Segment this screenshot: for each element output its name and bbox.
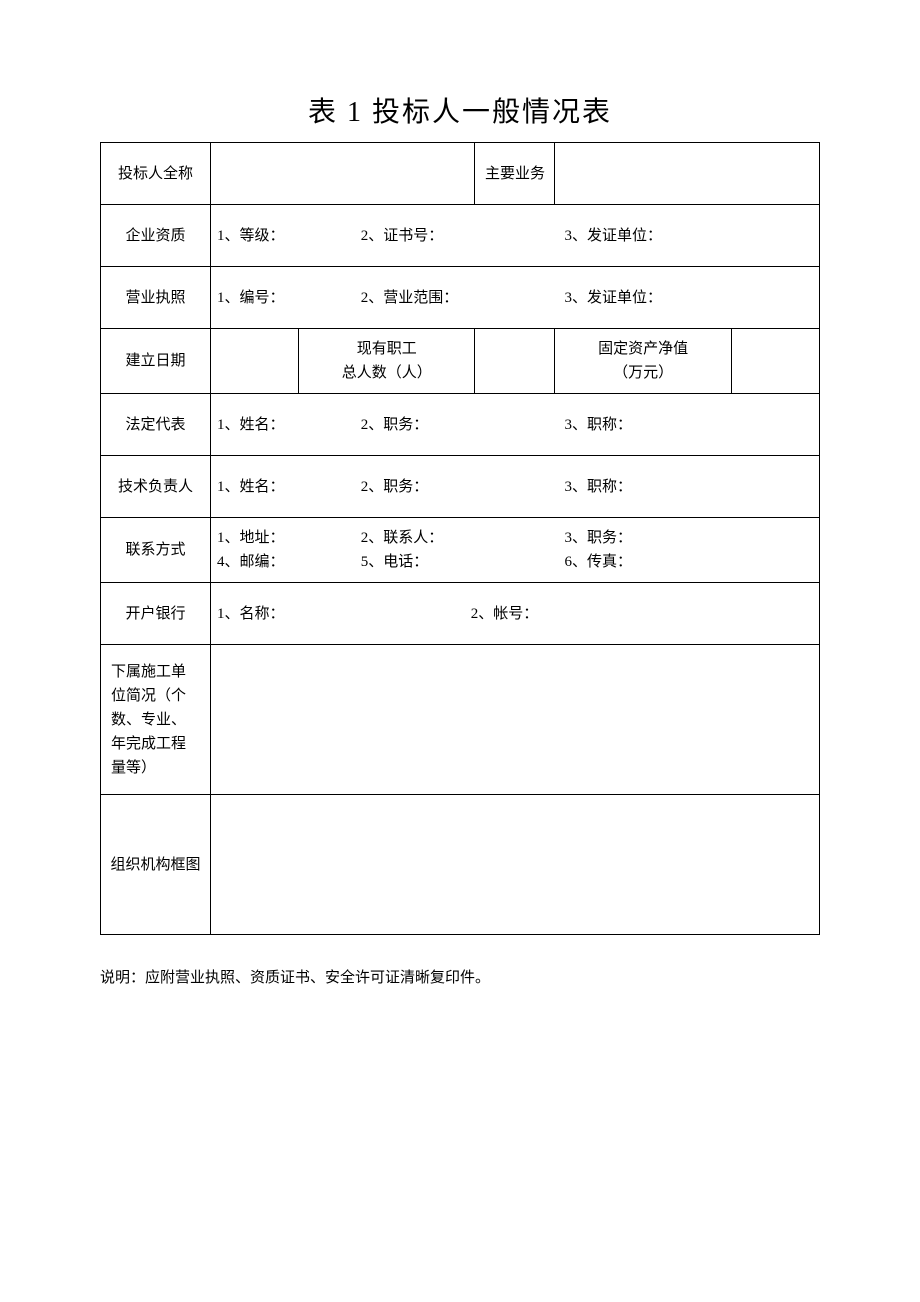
label-legal-rep: 法定代表 (101, 394, 211, 456)
bank-account: 2、帐号： (471, 602, 539, 626)
rep-position: 2、职务： (361, 413, 561, 437)
value-legal-rep: 1、姓名： 2、职务： 3、职称： (211, 394, 820, 456)
contact-addr: 1、地址： (217, 526, 357, 550)
tech-title: 3、职称： (565, 475, 705, 499)
label-bank: 开户银行 (101, 583, 211, 645)
contact-position: 3、职务： (565, 526, 705, 550)
qual-issuer: 3、发证单位： (565, 224, 705, 248)
page-title: 表 1 投标人一般情况表 (100, 90, 820, 130)
value-fixed-assets (731, 329, 819, 394)
lic-number: 1、编号： (217, 286, 357, 310)
rep-name: 1、姓名： (217, 413, 357, 437)
label-org-chart: 组织机构框图 (101, 795, 211, 935)
contact-phone: 5、电话： (361, 550, 561, 574)
label-staff-count: 现有职工 总人数（人） (299, 329, 475, 394)
label-tech-lead: 技术负责人 (101, 456, 211, 518)
footnote: 说明：应附营业执照、资质证书、安全许可证清晰复印件。 (100, 965, 820, 992)
value-staff-count (475, 329, 555, 394)
lic-issuer: 3、发证单位： (565, 286, 705, 310)
value-tech-lead: 1、姓名： 2、职务： 3、职称： (211, 456, 820, 518)
label-sub-units: 下属施工单位简况（个数、专业、年完成工程量等） (101, 645, 211, 795)
bank-name: 1、名称： (217, 602, 467, 626)
value-establish-date (211, 329, 299, 394)
contact-zip: 4、邮编： (217, 550, 357, 574)
label-full-name: 投标人全称 (101, 143, 211, 205)
label-enterprise-qual: 企业资质 (101, 205, 211, 267)
rep-title: 3、职称： (565, 413, 705, 437)
qual-cert: 2、证书号： (361, 224, 561, 248)
tech-position: 2、职务： (361, 475, 561, 499)
label-fixed-assets: 固定资产净值 （万元） (555, 329, 731, 394)
value-enterprise-qual: 1、等级： 2、证书号： 3、发证单位： (211, 205, 820, 267)
bidder-info-table: 投标人全称 主要业务 企业资质 1、等级： 2、证书号： 3、发证单位： 营业执… (100, 142, 820, 935)
lic-scope: 2、营业范围： (361, 286, 561, 310)
contact-fax: 6、传真： (565, 550, 705, 574)
label-establish-date: 建立日期 (101, 329, 211, 394)
value-bank: 1、名称： 2、帐号： (211, 583, 820, 645)
label-business-license: 营业执照 (101, 267, 211, 329)
value-full-name (211, 143, 475, 205)
contact-person: 2、联系人： (361, 526, 561, 550)
value-contact: 1、地址： 2、联系人： 3、职务： 4、邮编： 5、电话： 6、传真： (211, 518, 820, 583)
value-sub-units (211, 645, 820, 795)
tech-name: 1、姓名： (217, 475, 357, 499)
value-org-chart (211, 795, 820, 935)
value-main-business (555, 143, 820, 205)
label-contact: 联系方式 (101, 518, 211, 583)
value-business-license: 1、编号： 2、营业范围： 3、发证单位： (211, 267, 820, 329)
label-main-business: 主要业务 (475, 143, 555, 205)
qual-level: 1、等级： (217, 224, 357, 248)
